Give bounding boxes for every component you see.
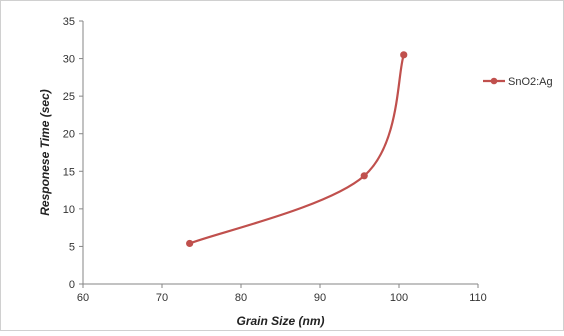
y-tick-label: 35 bbox=[63, 16, 75, 28]
y-tick-label: 15 bbox=[63, 166, 75, 178]
y-tick-label: 5 bbox=[69, 241, 75, 253]
x-tick-label: 110 bbox=[469, 292, 487, 304]
data-point bbox=[400, 51, 408, 59]
x-tick-label: 100 bbox=[390, 292, 408, 304]
y-tick-label: 0 bbox=[69, 279, 75, 291]
y-tick-label: 25 bbox=[63, 91, 75, 103]
data-point bbox=[186, 239, 194, 248]
y-tick-label: 20 bbox=[63, 129, 75, 141]
legend: SnO2:Ag bbox=[483, 76, 553, 88]
y-axis-ticks: 0 5 10 15 20 25 30 35 bbox=[63, 16, 83, 291]
legend-marker-snO2-ag bbox=[490, 77, 498, 85]
x-tick-label: 60 bbox=[77, 292, 89, 304]
data-point bbox=[360, 172, 368, 180]
axes bbox=[82, 21, 478, 285]
x-tick-label: 70 bbox=[156, 292, 168, 304]
legend-label-snO2-ag: SnO2:Ag bbox=[508, 76, 553, 88]
y-axis-title: Responese Time (sec) bbox=[38, 89, 52, 216]
series-layer bbox=[186, 51, 408, 248]
x-axis-title: Grain Size (nm) bbox=[236, 314, 324, 328]
x-axis-ticks: 60 70 80 90 100 110 bbox=[77, 284, 487, 304]
x-tick-label: 80 bbox=[235, 292, 247, 304]
y-tick-label: 30 bbox=[63, 54, 75, 66]
y-tick-label: 10 bbox=[63, 204, 75, 216]
x-tick-label: 90 bbox=[314, 292, 326, 304]
